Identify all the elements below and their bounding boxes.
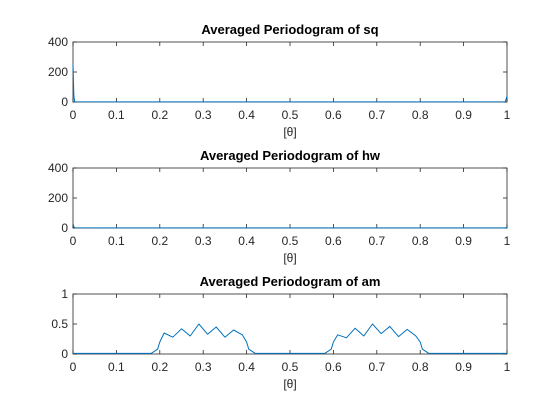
y-tick-label: 400 — [48, 161, 68, 175]
x-tick-label: 0.4 — [238, 360, 255, 374]
x-tick-label: 0.8 — [412, 234, 429, 248]
chart-panel-3: Averaged Periodogram of am 0 0.1 0.2 0.3 0.4 0… — [51, 274, 510, 391]
chart-title: Averaged Periodogram of sq — [201, 22, 378, 37]
x-tick-label: 0.9 — [455, 108, 472, 122]
x-tick-label: 1 — [504, 234, 511, 248]
x-tick-label: 0.8 — [412, 360, 429, 374]
x-tick-label: 0.5 — [282, 108, 299, 122]
y-tick-label: 0 — [61, 95, 68, 109]
y-tick-label: 0 — [61, 347, 68, 361]
x-tick-label: 0.3 — [195, 360, 212, 374]
x-tick-label: 0.6 — [325, 360, 342, 374]
y-tick-label: 400 — [48, 35, 68, 49]
x-tick-label: 0 — [70, 234, 77, 248]
x-tick-label: 0.7 — [368, 234, 385, 248]
x-tick-label: 0.1 — [108, 360, 125, 374]
x-tick-label: 0.1 — [108, 234, 125, 248]
chart-title: Averaged Periodogram of am — [200, 274, 381, 289]
x-tick-label: 0.3 — [195, 234, 212, 248]
y-tick-label: 0 — [61, 221, 68, 235]
x-tick-label: 0.2 — [151, 234, 168, 248]
plot-area — [72, 167, 508, 229]
plot-area — [72, 41, 508, 103]
chart-panel-1: Averaged Periodogram of sq 0 0.1 0.2 0.3 0.4 0… — [48, 22, 511, 139]
x-tick-label: 0.6 — [325, 108, 342, 122]
x-axis-label: [θ] — [283, 125, 296, 139]
y-tick-label: 0.5 — [51, 317, 68, 331]
x-tick-label: 0.5 — [282, 360, 299, 374]
x-tick-label: 0.6 — [325, 234, 342, 248]
x-tick-label: 0.9 — [455, 234, 472, 248]
x-tick-label: 0.2 — [151, 360, 168, 374]
y-tick-label: 1 — [61, 287, 68, 301]
plot-area — [72, 293, 508, 355]
x-tick-label: 1 — [504, 108, 511, 122]
chart-panel-2: Averaged Periodogram of hw 0 0.1 0.2 0.3 0.4 0… — [48, 148, 511, 265]
x-tick-label: 0.5 — [282, 234, 299, 248]
x-tick-label: 0.9 — [455, 360, 472, 374]
x-tick-label: 0.3 — [195, 108, 212, 122]
y-tick-label: 200 — [48, 65, 68, 79]
x-axis-label: [θ] — [283, 251, 296, 265]
series-line — [72, 63, 508, 103]
x-tick-label: 0.4 — [238, 108, 255, 122]
x-tick-label: 0.1 — [108, 108, 125, 122]
x-tick-label: 0 — [70, 108, 77, 122]
y-tick-label: 200 — [48, 191, 68, 205]
x-tick-label: 0.7 — [368, 108, 385, 122]
x-tick-label: 0.7 — [368, 360, 385, 374]
x-tick-label: 0 — [70, 360, 77, 374]
chart-title: Averaged Periodogram of hw — [200, 148, 381, 163]
series-line — [73, 323, 507, 354]
x-axis-label: [θ] — [283, 377, 296, 391]
x-tick-label: 0.2 — [151, 108, 168, 122]
x-tick-label: 0.4 — [238, 234, 255, 248]
series-line — [72, 223, 508, 229]
x-tick-label: 1 — [504, 360, 511, 374]
x-tick-label: 0.8 — [412, 108, 429, 122]
